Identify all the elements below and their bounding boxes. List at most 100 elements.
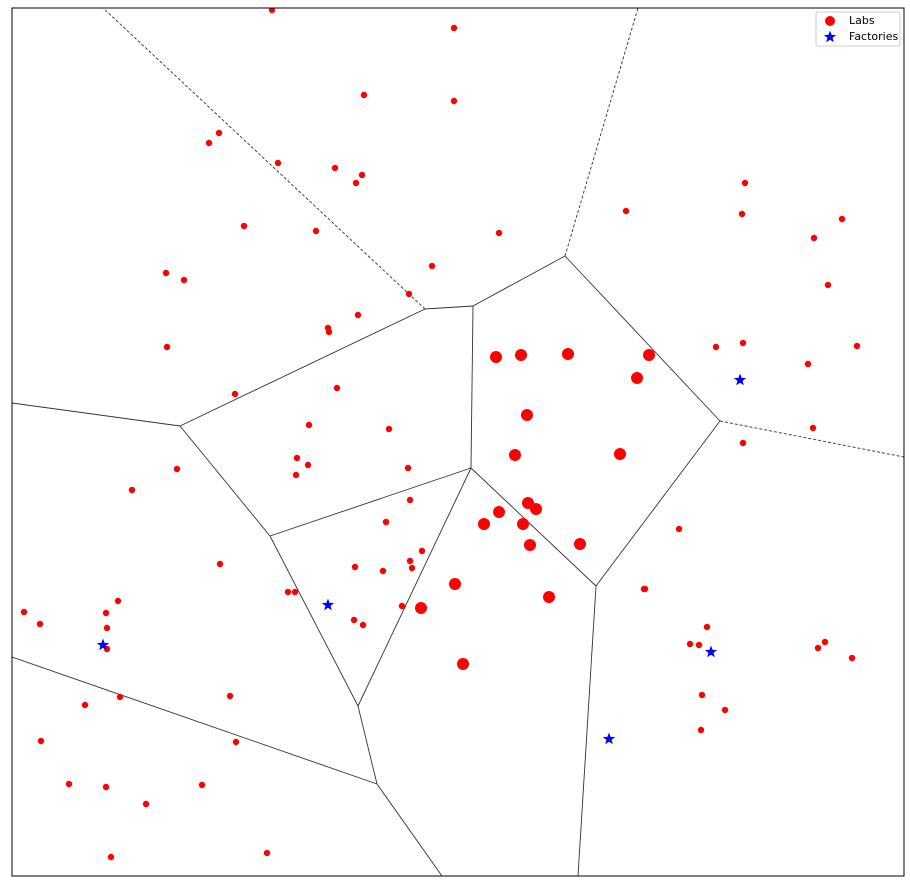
lab-point [37, 737, 45, 745]
lab-point [198, 781, 206, 789]
lab-point [398, 602, 406, 610]
lab-point-large [530, 503, 542, 515]
lab-point [406, 557, 414, 565]
lab-point [450, 24, 458, 32]
lab-point [142, 800, 150, 808]
lab-point [114, 597, 122, 605]
lab-point [809, 424, 817, 432]
voronoi-edge [595, 420, 721, 587]
voronoi-edge [472, 255, 566, 307]
lab-point [351, 563, 359, 571]
lab-point-large [457, 658, 469, 670]
voronoi-edge-dashed [719, 420, 904, 458]
lab-point [215, 129, 223, 137]
lab-point-large [631, 372, 643, 384]
lab-point [698, 691, 706, 699]
legend-box [815, 11, 901, 47]
lab-point-large [478, 518, 490, 530]
lab-point [65, 780, 73, 788]
lab-point [821, 638, 829, 646]
voronoi-edge [269, 535, 359, 707]
lab-point [292, 471, 300, 479]
lab-point [232, 738, 240, 746]
voronoi-edge [357, 705, 378, 785]
lab-point-large [643, 349, 655, 361]
factory-point [321, 598, 335, 611]
lab-point [622, 207, 630, 215]
lab-point [274, 159, 282, 167]
lab-point-large [524, 539, 536, 551]
lab-point [824, 281, 832, 289]
voronoi-edge [470, 305, 474, 469]
lab-point-large [515, 349, 527, 361]
lab-point [495, 229, 503, 237]
lab-point-large [521, 409, 533, 421]
lab-point [36, 620, 44, 628]
lab-point [293, 454, 301, 462]
lab-point [102, 783, 110, 791]
lab-point [739, 439, 747, 447]
lab-point [128, 486, 136, 494]
voronoi-edge-dashed [102, 8, 426, 310]
lab-point [103, 624, 111, 632]
lab-point [360, 91, 368, 99]
lab-point-large [509, 449, 521, 461]
lab-point [405, 290, 413, 298]
lab-point [226, 692, 234, 700]
lab-point [382, 518, 390, 526]
lab-point [305, 421, 313, 429]
lab-point [406, 496, 414, 504]
lab-point [379, 567, 387, 575]
lab-point [352, 179, 360, 187]
lab-point [358, 171, 366, 179]
lab-point [814, 644, 822, 652]
lab-point [712, 343, 720, 351]
legend-marker-factories [823, 30, 837, 43]
lab-point [418, 547, 426, 555]
plot-area [12, 8, 904, 876]
factory-point [602, 732, 616, 745]
lab-point [741, 179, 749, 187]
lab-point-large [614, 448, 626, 460]
lab-point [703, 623, 711, 631]
lab-point [173, 465, 181, 473]
lab-point [686, 640, 694, 648]
lab-point [354, 311, 362, 319]
lab-point [331, 164, 339, 172]
lab-point [180, 276, 188, 284]
factory-point [704, 645, 718, 658]
lab-point [738, 210, 746, 218]
lab-point [216, 560, 224, 568]
axes-frame [11, 7, 905, 877]
lab-point [240, 222, 248, 230]
lab-point [350, 616, 358, 624]
voronoi-edge-dashed [564, 8, 639, 257]
lab-point [359, 621, 367, 629]
lab-point-large [415, 602, 427, 614]
lab-point [162, 269, 170, 277]
lab-point [205, 139, 213, 147]
lab-point [291, 588, 299, 596]
lab-point [695, 641, 703, 649]
lab-point-large [562, 348, 574, 360]
voronoi-edge [12, 656, 378, 785]
lab-point [739, 339, 747, 347]
lab-point [333, 384, 341, 392]
voronoi-edge [564, 255, 721, 422]
lab-point [163, 343, 171, 351]
lab-point [385, 425, 393, 433]
voronoi-edge [577, 585, 597, 876]
lab-point-large [493, 506, 505, 518]
lab-point-large [543, 591, 555, 603]
lab-point-large [449, 578, 461, 590]
legend-marker-labs [825, 16, 835, 26]
lab-point [848, 654, 856, 662]
lab-point [838, 215, 846, 223]
lab-point-large [517, 518, 529, 530]
voronoi-edge [424, 305, 474, 310]
legend-label-factories: Factories [849, 30, 898, 43]
voronoi-edge [470, 467, 597, 587]
lab-point [675, 525, 683, 533]
lab-point [325, 328, 333, 336]
lab-point [81, 701, 89, 709]
